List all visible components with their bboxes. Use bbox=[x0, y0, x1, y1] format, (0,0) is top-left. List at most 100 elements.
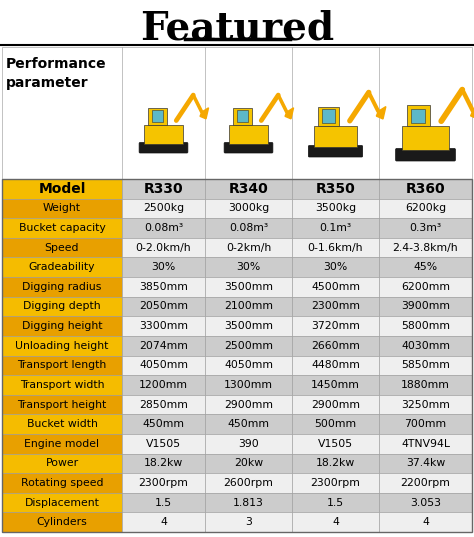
Bar bbox=[379, 296, 472, 316]
Bar bbox=[122, 454, 205, 473]
Text: 1.813: 1.813 bbox=[233, 498, 264, 507]
Bar bbox=[379, 316, 472, 336]
Text: Weight: Weight bbox=[43, 204, 81, 213]
Text: 4: 4 bbox=[422, 517, 429, 527]
Text: Model: Model bbox=[38, 182, 86, 196]
Text: 0-2.0km/h: 0-2.0km/h bbox=[136, 243, 191, 252]
Text: Power: Power bbox=[46, 459, 79, 468]
Text: Featured: Featured bbox=[140, 9, 334, 47]
Bar bbox=[122, 434, 205, 454]
Text: 2850mm: 2850mm bbox=[139, 400, 188, 410]
Text: 4: 4 bbox=[160, 517, 167, 527]
Bar bbox=[205, 336, 292, 355]
Text: 4030mm: 4030mm bbox=[401, 340, 450, 351]
Bar bbox=[379, 257, 472, 277]
Text: 1.5: 1.5 bbox=[155, 498, 172, 507]
Text: 3900mm: 3900mm bbox=[401, 301, 450, 311]
Text: 450mm: 450mm bbox=[228, 419, 270, 429]
Bar bbox=[122, 238, 205, 257]
Bar bbox=[379, 512, 472, 532]
Bar bbox=[292, 238, 379, 257]
Bar bbox=[2, 473, 122, 493]
Bar bbox=[122, 277, 205, 296]
Text: 4480mm: 4480mm bbox=[311, 360, 360, 371]
Text: 2900mm: 2900mm bbox=[224, 400, 273, 410]
Bar bbox=[292, 355, 379, 375]
Bar bbox=[292, 336, 379, 355]
Bar bbox=[205, 277, 292, 296]
Bar bbox=[233, 108, 252, 125]
Text: Unloading height: Unloading height bbox=[15, 340, 109, 351]
Bar bbox=[379, 355, 472, 375]
Text: 1300mm: 1300mm bbox=[224, 380, 273, 390]
Text: R350: R350 bbox=[316, 182, 356, 196]
Bar bbox=[205, 316, 292, 336]
Text: 390: 390 bbox=[238, 439, 259, 449]
Text: 2200rpm: 2200rpm bbox=[401, 478, 450, 488]
Bar bbox=[122, 512, 205, 532]
Bar bbox=[379, 454, 472, 473]
Text: 20kw: 20kw bbox=[234, 459, 263, 468]
Bar bbox=[379, 415, 472, 434]
Text: 18.2kw: 18.2kw bbox=[144, 459, 183, 468]
Bar bbox=[2, 395, 122, 415]
Text: 450mm: 450mm bbox=[143, 419, 184, 429]
Bar bbox=[122, 415, 205, 434]
Text: 2074mm: 2074mm bbox=[139, 340, 188, 351]
Bar bbox=[205, 257, 292, 277]
Text: Bucket width: Bucket width bbox=[27, 419, 98, 429]
Bar bbox=[148, 108, 167, 125]
Bar bbox=[379, 473, 472, 493]
Bar bbox=[229, 125, 268, 143]
Bar bbox=[379, 179, 472, 199]
Text: 2300rpm: 2300rpm bbox=[310, 478, 360, 488]
Text: 2050mm: 2050mm bbox=[139, 301, 188, 311]
Text: 1.5: 1.5 bbox=[327, 498, 344, 507]
Text: 0.08m³: 0.08m³ bbox=[229, 223, 268, 233]
Bar bbox=[122, 218, 205, 238]
Text: 3000kg: 3000kg bbox=[228, 204, 269, 213]
Polygon shape bbox=[376, 107, 386, 119]
Bar bbox=[379, 218, 472, 238]
Bar bbox=[205, 415, 292, 434]
Bar bbox=[292, 415, 379, 434]
Polygon shape bbox=[200, 108, 209, 119]
Text: Transport length: Transport length bbox=[18, 360, 107, 371]
Bar bbox=[292, 199, 379, 218]
Bar bbox=[205, 375, 292, 395]
Text: 3850mm: 3850mm bbox=[139, 282, 188, 292]
Bar bbox=[292, 493, 379, 512]
Text: Transport width: Transport width bbox=[20, 380, 104, 390]
Text: 4050mm: 4050mm bbox=[139, 360, 188, 371]
Bar bbox=[292, 296, 379, 316]
Bar bbox=[2, 512, 122, 532]
Text: Digging height: Digging height bbox=[22, 321, 102, 331]
Text: 2900mm: 2900mm bbox=[311, 400, 360, 410]
Bar bbox=[205, 395, 292, 415]
Bar bbox=[292, 395, 379, 415]
Bar bbox=[205, 199, 292, 218]
Text: 3500mm: 3500mm bbox=[224, 282, 273, 292]
Bar bbox=[122, 296, 205, 316]
Bar bbox=[379, 493, 472, 512]
Text: V1505: V1505 bbox=[146, 439, 181, 449]
Text: 2600rpm: 2600rpm bbox=[224, 478, 273, 488]
Text: Performance
parameter: Performance parameter bbox=[6, 57, 107, 91]
Text: V1505: V1505 bbox=[318, 439, 353, 449]
Bar bbox=[122, 395, 205, 415]
Bar bbox=[379, 395, 472, 415]
Bar bbox=[2, 415, 122, 434]
Text: 700mm: 700mm bbox=[404, 419, 447, 429]
Text: 2500mm: 2500mm bbox=[224, 340, 273, 351]
Text: 30%: 30% bbox=[237, 262, 261, 272]
Bar bbox=[122, 179, 205, 199]
Text: 5800mm: 5800mm bbox=[401, 321, 450, 331]
Bar bbox=[379, 336, 472, 355]
Bar bbox=[2, 434, 122, 454]
Text: 3720mm: 3720mm bbox=[311, 321, 360, 331]
Bar bbox=[2, 493, 122, 512]
Text: R340: R340 bbox=[228, 182, 268, 196]
Bar bbox=[2, 257, 122, 277]
Text: R330: R330 bbox=[144, 182, 183, 196]
Bar bbox=[379, 375, 472, 395]
